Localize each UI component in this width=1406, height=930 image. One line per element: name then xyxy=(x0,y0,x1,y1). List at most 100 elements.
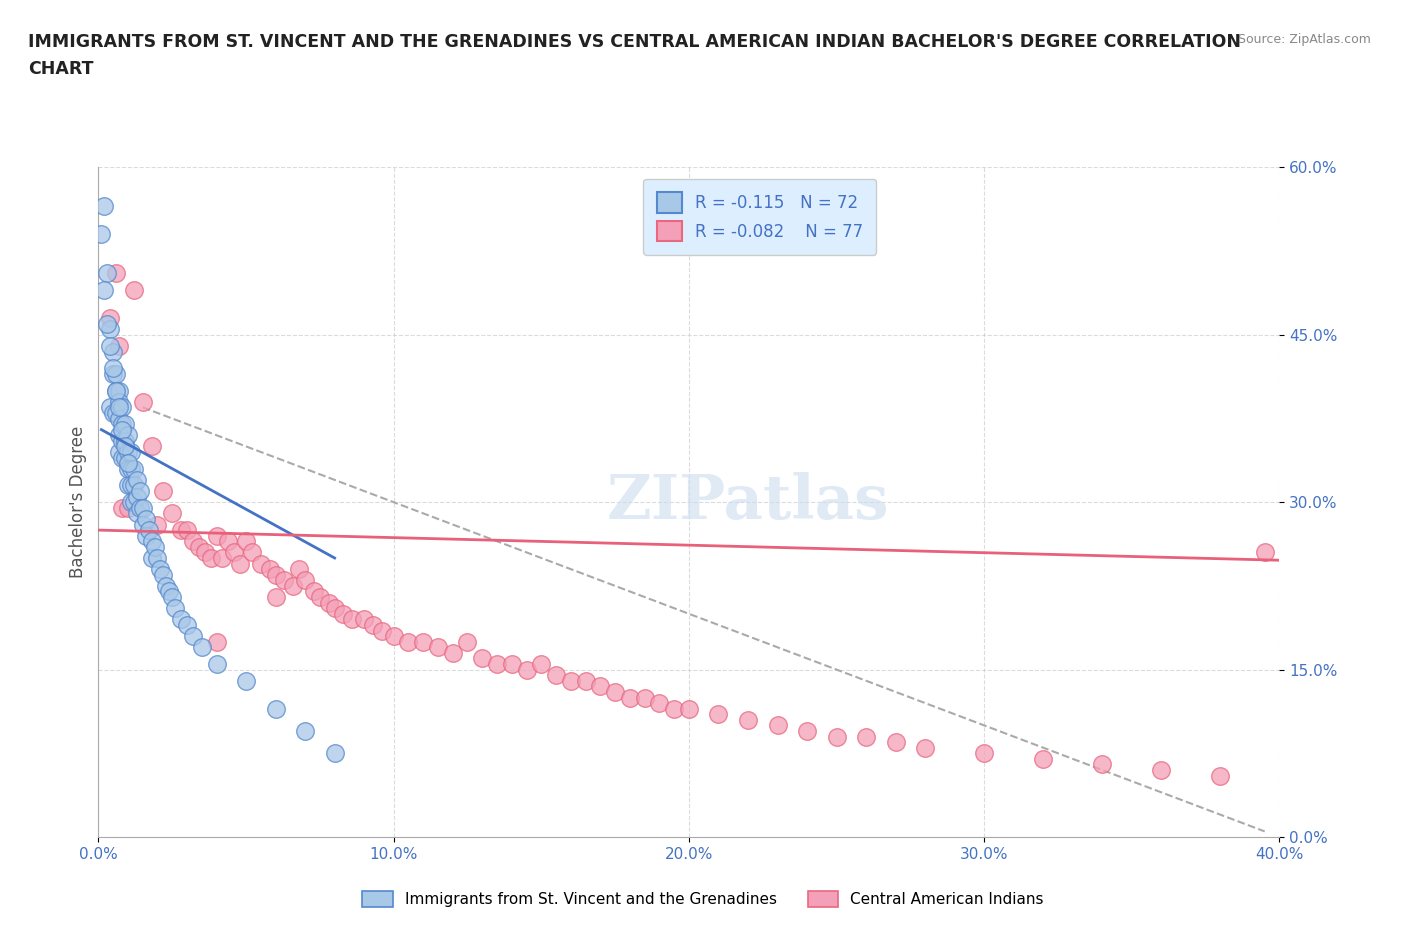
Point xyxy=(205,657,228,671)
Point xyxy=(181,534,204,549)
Point xyxy=(264,567,287,582)
Point xyxy=(766,718,789,733)
Point xyxy=(353,612,375,627)
Point xyxy=(229,556,252,571)
Point xyxy=(1032,751,1054,766)
Point xyxy=(205,528,228,543)
Point xyxy=(93,283,115,298)
Point xyxy=(235,673,257,688)
Point xyxy=(382,629,405,644)
Point xyxy=(884,735,907,750)
Point xyxy=(323,746,346,761)
Point xyxy=(117,456,139,471)
Point xyxy=(240,545,263,560)
Point xyxy=(1091,757,1114,772)
Point xyxy=(93,199,115,214)
Point xyxy=(120,445,142,459)
Point xyxy=(664,701,686,716)
Point xyxy=(108,428,131,443)
Point xyxy=(152,484,174,498)
Point xyxy=(323,601,346,616)
Point xyxy=(211,551,233,565)
Point xyxy=(120,495,142,510)
Text: IMMIGRANTS FROM ST. VINCENT AND THE GRENADINES VS CENTRAL AMERICAN INDIAN BACHEL: IMMIGRANTS FROM ST. VINCENT AND THE GREN… xyxy=(28,33,1241,50)
Point xyxy=(122,495,145,510)
Point xyxy=(427,640,450,655)
Point xyxy=(108,411,131,426)
Point xyxy=(128,484,150,498)
Point xyxy=(152,567,174,582)
Point xyxy=(224,545,246,560)
Point xyxy=(125,472,148,487)
Point xyxy=(200,551,222,565)
Point xyxy=(120,461,142,476)
Point xyxy=(707,707,730,722)
Point xyxy=(855,729,877,744)
Point xyxy=(288,562,311,577)
Legend: Immigrants from St. Vincent and the Grenadines, Central American Indians: Immigrants from St. Vincent and the Gren… xyxy=(356,884,1050,913)
Point xyxy=(122,478,145,493)
Point xyxy=(141,439,163,454)
Point xyxy=(973,746,995,761)
Point xyxy=(181,629,204,644)
Point xyxy=(162,590,183,604)
Point xyxy=(589,679,612,694)
Point xyxy=(737,712,759,727)
Point xyxy=(264,590,287,604)
Point xyxy=(114,417,136,432)
Point xyxy=(117,445,139,459)
Point xyxy=(105,366,128,381)
Point xyxy=(264,701,287,716)
Point xyxy=(544,668,567,683)
Point xyxy=(114,450,136,465)
Point xyxy=(128,500,150,515)
Point xyxy=(441,645,464,660)
Point xyxy=(111,417,134,432)
Point xyxy=(1150,763,1173,777)
Point xyxy=(114,433,136,448)
Point xyxy=(259,562,281,577)
Point xyxy=(250,556,273,571)
Point xyxy=(103,361,125,376)
Point xyxy=(361,618,384,632)
Point xyxy=(146,551,169,565)
Point xyxy=(170,523,193,538)
Point xyxy=(96,266,118,281)
Point xyxy=(111,400,134,415)
Point xyxy=(302,584,325,599)
Point xyxy=(342,612,364,627)
Point xyxy=(111,500,134,515)
Point xyxy=(619,690,641,705)
Point xyxy=(108,445,131,459)
Point xyxy=(105,383,128,398)
Point xyxy=(120,478,142,493)
Point xyxy=(125,489,148,504)
Point xyxy=(396,634,419,649)
Point xyxy=(98,400,121,415)
Point xyxy=(98,339,121,353)
Point xyxy=(117,428,139,443)
Point xyxy=(294,724,316,738)
Point xyxy=(678,701,700,716)
Point xyxy=(98,322,121,337)
Point xyxy=(162,506,183,521)
Point xyxy=(122,461,145,476)
Point xyxy=(332,606,354,621)
Point xyxy=(1254,545,1277,560)
Point xyxy=(125,506,148,521)
Point xyxy=(318,595,340,610)
Point xyxy=(122,283,145,298)
Legend: R = -0.115   N = 72, R = -0.082    N = 77: R = -0.115 N = 72, R = -0.082 N = 77 xyxy=(643,179,876,255)
Point xyxy=(135,528,157,543)
Point xyxy=(191,640,214,655)
Point xyxy=(648,696,671,711)
Point xyxy=(105,383,128,398)
Point xyxy=(143,539,166,554)
Point xyxy=(486,657,509,671)
Text: Source: ZipAtlas.com: Source: ZipAtlas.com xyxy=(1237,33,1371,46)
Point xyxy=(96,316,118,331)
Point xyxy=(309,590,332,604)
Point xyxy=(471,651,494,666)
Point xyxy=(108,400,131,415)
Point xyxy=(205,634,228,649)
